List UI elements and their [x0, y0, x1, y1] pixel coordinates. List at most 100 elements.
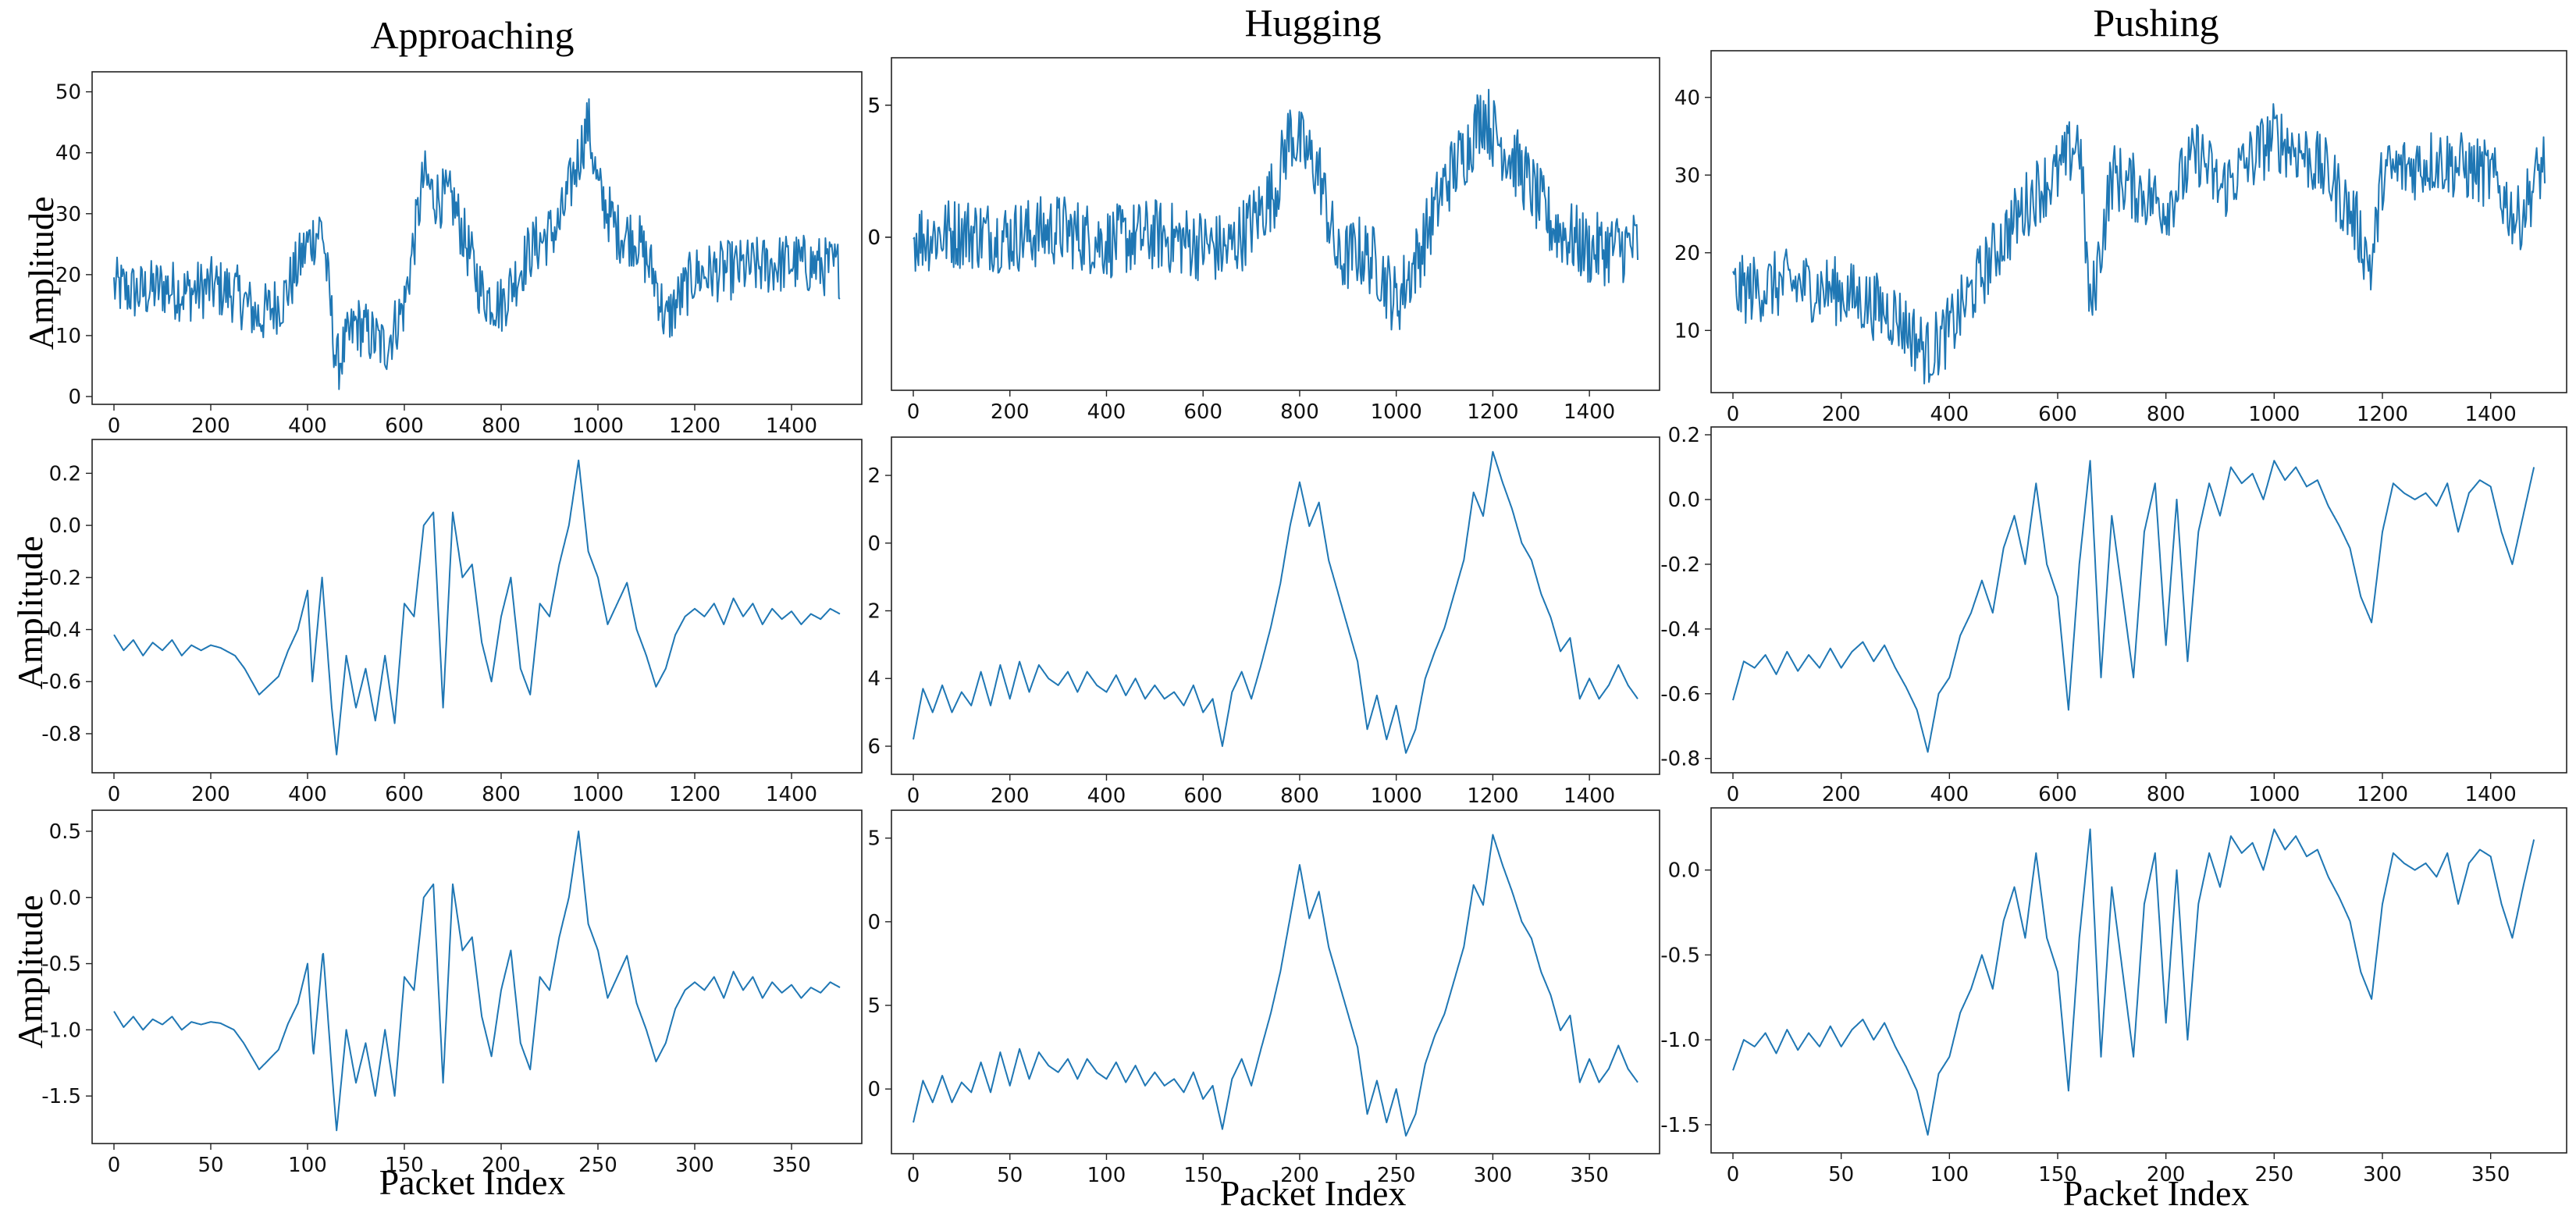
panel-pushing-row3-ytick-label: 0.0 [1668, 859, 1700, 883]
panel-pushing-row2-series-line [1732, 460, 2535, 753]
panel-pushing-row2-ytick-label: 0.2 [1668, 424, 1700, 447]
panel-pushing-row1-ytick-label: 30 [1674, 164, 1700, 187]
panel-hugging-row1-xtick-label: 0 [907, 400, 920, 424]
panel-approaching-row3-frame [91, 809, 863, 1144]
panel-hugging-row1-ytick-label: 5 [867, 94, 881, 118]
panel-approaching-row1-xtick-label: 200 [191, 414, 230, 438]
panel-pushing-row1-xtick-label: 1000 [2248, 403, 2300, 426]
panel-approaching-row2-xtick-label: 800 [482, 783, 521, 806]
panel-pushing-row1-xtick-label: 0 [1727, 403, 1740, 426]
panel-approaching-row2-series-line [113, 459, 841, 756]
panel-approaching-row3-xtick-label: 0 [108, 1154, 121, 1177]
panel-hugging-row1-ytick-label: 0 [867, 226, 881, 250]
panel-approaching-row3-xtick-label: 250 [578, 1154, 617, 1177]
panel-approaching-row1-ytick-label: 30 [55, 203, 81, 226]
panel-pushing-row2-xtick-label: 200 [1822, 783, 1861, 806]
panel-pushing-row3-xtick-label: 350 [2471, 1163, 2510, 1186]
panel-hugging-row3-xtick-label: 300 [1474, 1164, 1513, 1187]
panel-pushing-row1-xtick-label: 1200 [2357, 403, 2408, 426]
panel-approaching-row3-xtick-label: 200 [482, 1154, 521, 1177]
panel-pushing-row1-xtick-label: 400 [1930, 403, 1969, 426]
panel-hugging-row1-xtick-label: 1200 [1467, 400, 1518, 424]
panel-pushing-row2-xtick-label: 1000 [2248, 783, 2300, 806]
panel-approaching-row3-xtick-label: 300 [675, 1154, 714, 1177]
panel-hugging-row3-series-line [913, 834, 1638, 1137]
panel-hugging-row2-xtick-label: 600 [1183, 784, 1222, 808]
panel-approaching-row2-ytick-label: -0.8 [41, 723, 81, 746]
panel-hugging-row2-xtick-label: 800 [1280, 784, 1319, 808]
panel-hugging-row3-ytick-label: 0 [867, 1078, 881, 1101]
panel-approaching-row3-xtick-label: 50 [197, 1154, 223, 1177]
panel-pushing-row3-xtick-label: 250 [2255, 1163, 2294, 1186]
panel-approaching-row1-xtick-label: 0 [108, 414, 121, 438]
column-title-pushing: Pushing [2093, 1, 2218, 44]
panel-pushing-row1-series-line [1732, 103, 2546, 385]
panel-approaching-row1-xtick-label: 1000 [572, 414, 624, 438]
panel-approaching-row1-series-line [113, 98, 841, 390]
panel-pushing-row3-ytick-label: -1.5 [1660, 1114, 1700, 1137]
panel-hugging-row3-xtick-label: 250 [1377, 1164, 1416, 1187]
panel-hugging-row2-xtick-label: 0 [907, 784, 920, 808]
row-2-ylabel: Amplitude [10, 536, 50, 690]
panel-approaching-row1-ytick-label: 50 [55, 81, 81, 105]
panel-approaching-row1-ytick-label: 10 [55, 325, 81, 348]
panel-approaching-row3-series-line [113, 831, 841, 1132]
panel-approaching-row3-xtick-label: 100 [288, 1154, 327, 1177]
panel-approaching-row3-ytick-label: 0.5 [49, 820, 81, 844]
xlabel-approaching: Packet Index [379, 1162, 566, 1202]
panel-approaching-row3-xtick-label: 150 [385, 1154, 424, 1177]
panel-approaching-row2: 0 200 400 600 800 1000 1200 1400 -0.8 -0.6 -0.4 -0.… [41, 439, 863, 806]
panel-hugging-row1-xtick-label: 800 [1280, 400, 1319, 424]
panel-approaching-row3: 0 50 100 150 200 250 300 350 -1.5 -1.0 -0.5 0.0 0.5 [41, 809, 863, 1177]
panel-pushing-row2-xtick-label: 400 [1930, 783, 1969, 806]
panel-approaching-row2-xtick-label: 600 [385, 783, 424, 806]
panel-pushing-row3-xtick-label: 200 [2147, 1163, 2186, 1186]
panel-approaching-row1-ytick-label: 0 [68, 386, 81, 409]
panel-pushing-row3-xtick-label: 50 [1828, 1163, 1854, 1186]
panel-hugging-row2-xtick-label: 1000 [1371, 784, 1422, 808]
panel-hugging-row3-xtick-label: 200 [1280, 1164, 1319, 1187]
panel-approaching-row2-ytick-label: 0.2 [49, 462, 81, 486]
panel-approaching-row1: 0 200 400 600 800 1000 1200 1400 0 10 20 30 40 50 [55, 71, 863, 438]
panel-approaching-row2-ytick-label: -0.4 [41, 619, 81, 642]
panel-pushing-row3-ytick-label: -0.5 [1660, 944, 1700, 967]
panel-approaching-row3-ytick-label: -1.5 [41, 1085, 81, 1108]
panel-pushing-row2-xtick-label: 800 [2147, 783, 2186, 806]
panel-hugging-row1-ytick-label: 0 [867, 226, 881, 250]
panel-pushing-row2-ytick-label: -0.2 [1660, 553, 1700, 577]
panel-pushing-row1-ytick-label: 40 [1674, 87, 1700, 110]
panel-hugging-row2-ytick-label: 4 [867, 667, 881, 691]
panel-approaching-row2-xtick-label: 1000 [572, 783, 624, 806]
panel-hugging-row2-ytick-label: 2 [867, 464, 881, 488]
panel-hugging-row1-frame [891, 57, 1660, 391]
panel-hugging-row1-xtick-label: 200 [991, 400, 1030, 424]
panel-pushing-row3-frame [1710, 807, 2567, 1154]
panel-hugging-row3-xtick-label: 100 [1087, 1164, 1126, 1187]
xlabel-pushing: Packet Index [2063, 1173, 2250, 1213]
panel-hugging-row2-xtick-label: 400 [1087, 784, 1126, 808]
panel-hugging-row1-ytick-label: 5 [867, 94, 881, 118]
panel-hugging-row3-xtick-label: 150 [1183, 1164, 1222, 1187]
panel-pushing-row2-xtick-label: 600 [2038, 783, 2077, 806]
panel-pushing-row1-xtick-label: 1400 [2465, 403, 2517, 426]
xlabel-hugging: Packet Index [1220, 1173, 1407, 1213]
panel-pushing-row2-ytick-label: -0.6 [1660, 683, 1700, 706]
panel-approaching-row2-xtick-label: 400 [288, 783, 327, 806]
panel-approaching-row2-ytick-label: -0.6 [41, 671, 81, 694]
panel-approaching-row1-xtick-label: 1400 [766, 414, 817, 438]
panel-hugging-row2-series-line [913, 450, 1638, 754]
panel-approaching-row2-ytick-label: -0.2 [41, 567, 81, 590]
panel-pushing-row3-xtick-label: 100 [1930, 1163, 1969, 1186]
panel-hugging-row2-ytick-label: 6 [867, 735, 881, 759]
panel-hugging-row2-xtick-label: 200 [991, 784, 1030, 808]
panel-hugging-row2-xtick-label: 1200 [1467, 784, 1518, 808]
panel-approaching-row2-xtick-label: 200 [191, 783, 230, 806]
panel-pushing-row2-xtick-label: 1200 [2357, 783, 2408, 806]
panel-approaching-row1-xtick-label: 1200 [669, 414, 720, 438]
panel-approaching-row1-xtick-label: 600 [385, 414, 424, 438]
panel-approaching-row1-ytick-label: 40 [55, 142, 81, 165]
panel-approaching-row2-xtick-label: 1400 [766, 783, 817, 806]
panel-hugging-row2-frame [891, 436, 1660, 775]
